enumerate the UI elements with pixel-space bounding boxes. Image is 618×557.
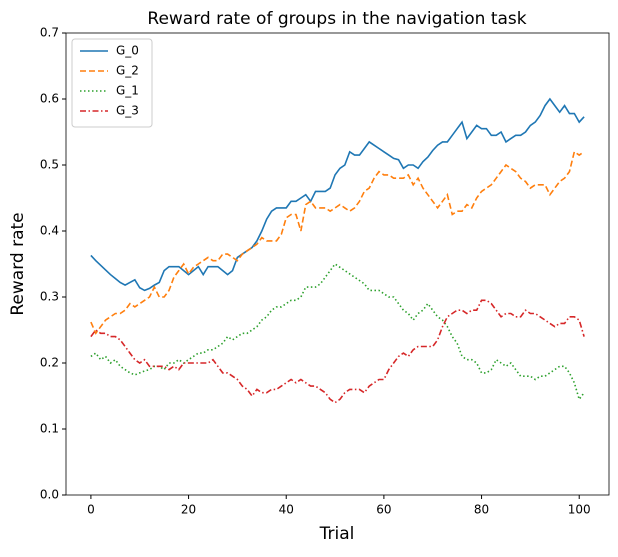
y-tick-label: 0.6 [40,92,59,106]
y-tick-label: 0.5 [40,158,59,172]
x-tick-label: 0 [87,503,95,517]
x-tick-label: 20 [181,503,196,517]
x-axis-label: Trial [319,524,355,544]
series-line [90,299,585,404]
y-axis-label: Reward rate [8,212,28,315]
legend-label: G_1 [116,84,139,98]
plot-frame [65,32,610,496]
x-tick-label: 40 [279,503,294,517]
y-tick-label: 0.4 [40,224,59,238]
series-line [90,97,585,292]
x-tick-label: 60 [376,503,391,517]
y-tick-label: 0.2 [40,356,59,370]
x-tick-label: 100 [568,503,591,517]
chart-title: Reward rate of groups in the navigation … [147,9,526,29]
legend-box [71,38,153,128]
series-line [90,150,585,335]
legend-label: G_0 [116,44,139,58]
legend-label: G_3 [116,104,139,118]
y-tick-label: 0.0 [40,488,59,502]
y-tick-label: 0.7 [40,26,59,40]
y-tick-label: 0.1 [40,422,59,436]
x-tick-label: 80 [474,503,489,517]
legend: G_0 G_2 G_1 G_3 [71,38,153,128]
series-line [90,262,585,402]
y-tick-label: 0.3 [40,290,59,304]
legend-label: G_2 [116,64,139,78]
